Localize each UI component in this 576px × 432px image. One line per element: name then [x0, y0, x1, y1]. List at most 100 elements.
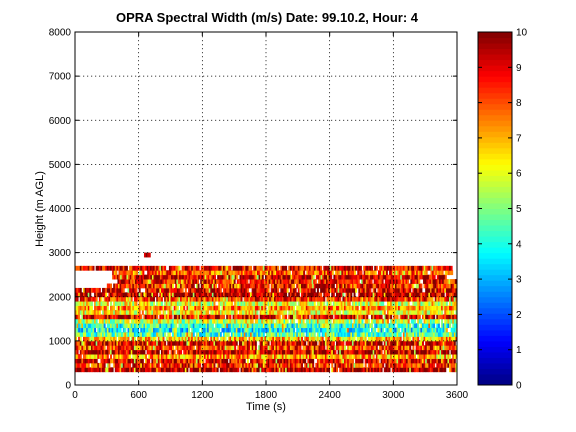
heatmap-cell [223, 323, 226, 329]
heatmap-cell [377, 340, 380, 346]
heatmap-cell [308, 283, 311, 289]
heatmap-cell [417, 349, 420, 355]
heatmap-cell [329, 327, 332, 333]
heatmap-cell [375, 314, 378, 320]
heatmap-cell [106, 336, 109, 342]
heatmap-cell [332, 309, 335, 315]
heatmap-cell [301, 305, 304, 311]
heatmap-cell [234, 367, 237, 373]
heatmap-cell [135, 340, 138, 346]
heatmap-cell [224, 340, 227, 346]
heatmap-cell [334, 296, 337, 302]
heatmap-cell [280, 367, 283, 373]
heatmap-cell [423, 283, 426, 289]
heatmap-cell [84, 296, 87, 302]
heatmap-cell [194, 318, 197, 324]
heatmap-cell [334, 336, 337, 342]
heatmap-cell [266, 296, 268, 302]
heatmap-cell [343, 358, 346, 364]
heatmap-cell [86, 318, 89, 324]
heatmap-cell [323, 323, 326, 329]
heatmap-cell [210, 314, 213, 320]
heatmap-cell [364, 367, 367, 373]
heatmap-cell [275, 332, 278, 337]
heatmap-cell [160, 314, 163, 320]
heatmap-cell [245, 367, 248, 373]
heatmap-cell [258, 292, 261, 298]
heatmap-cell [398, 336, 401, 342]
heatmap-cell [113, 287, 116, 293]
heatmap-cell [149, 336, 152, 342]
heatmap-cell [429, 309, 432, 315]
heatmap-cell [168, 323, 171, 329]
heatmap-cell [207, 301, 210, 306]
heatmap-cell [226, 274, 229, 280]
heatmap-cell [164, 309, 167, 315]
heatmap-cell [143, 292, 146, 298]
heatmap-cell [421, 332, 424, 337]
heatmap-cell [421, 314, 424, 320]
heatmap-cell [176, 283, 179, 289]
heatmap-cell [273, 314, 276, 320]
heatmap-cell [261, 274, 264, 280]
heatmap-cell [434, 318, 437, 324]
heatmap-cell [312, 362, 315, 368]
heatmap-cell [356, 283, 359, 289]
heatmap-cell [242, 314, 245, 320]
heatmap-cell [283, 354, 286, 359]
heatmap-cell [347, 309, 350, 315]
heatmap-cell [205, 358, 208, 364]
heatmap-cell [363, 296, 366, 302]
heatmap-cell [396, 318, 399, 324]
heatmap-cell [455, 301, 458, 306]
heatmap-cell [347, 367, 350, 373]
heatmap-cell [294, 296, 297, 302]
heatmap-cell [133, 323, 136, 329]
heatmap-cell [366, 323, 369, 329]
heatmap-cell [326, 287, 329, 293]
heatmap-cell [428, 314, 431, 320]
heatmap-cell [178, 354, 181, 359]
heatmap-cell [278, 336, 281, 342]
heatmap-cell [199, 345, 202, 351]
heatmap-cell [379, 301, 381, 306]
heatmap-cell [235, 318, 238, 324]
heatmap-cell [300, 279, 303, 284]
heatmap-cell [296, 358, 299, 364]
heatmap-cell [364, 362, 367, 368]
heatmap-cell [178, 358, 181, 364]
heatmap-cell [327, 274, 329, 280]
heatmap-cell [213, 349, 216, 355]
heatmap-cell [116, 287, 119, 293]
heatmap-cell [82, 305, 85, 311]
heatmap-cell [313, 336, 316, 342]
heatmap-cell [216, 358, 219, 364]
heatmap-cell [75, 301, 77, 306]
heatmap-cell [294, 340, 297, 346]
heatmap-cell [92, 367, 95, 373]
heatmap-cell [253, 296, 256, 302]
heatmap-cell [122, 309, 125, 315]
heatmap-cell [159, 309, 162, 315]
heatmap-cell [425, 296, 428, 302]
heatmap-cell [230, 296, 233, 302]
heatmap-cell [218, 309, 221, 315]
heatmap-cell [232, 283, 235, 289]
heatmap-cell [94, 332, 97, 337]
heatmap-cell [417, 296, 420, 302]
heatmap-cell [302, 279, 305, 284]
heatmap-cell [445, 327, 448, 333]
heatmap-cell [280, 305, 283, 311]
heatmap-cell [428, 354, 431, 359]
heatmap-cell [206, 274, 209, 280]
heatmap-cell [385, 349, 388, 355]
heatmap-cell [240, 309, 243, 315]
heatmap-cell [433, 301, 436, 306]
heatmap-cell [94, 314, 97, 320]
heatmap-cell [154, 367, 157, 373]
heatmap-cell [122, 327, 125, 333]
heatmap-cell [299, 327, 302, 333]
heatmap-cell [420, 327, 423, 333]
heatmap-cell [127, 296, 130, 302]
heatmap-cell [321, 332, 324, 337]
